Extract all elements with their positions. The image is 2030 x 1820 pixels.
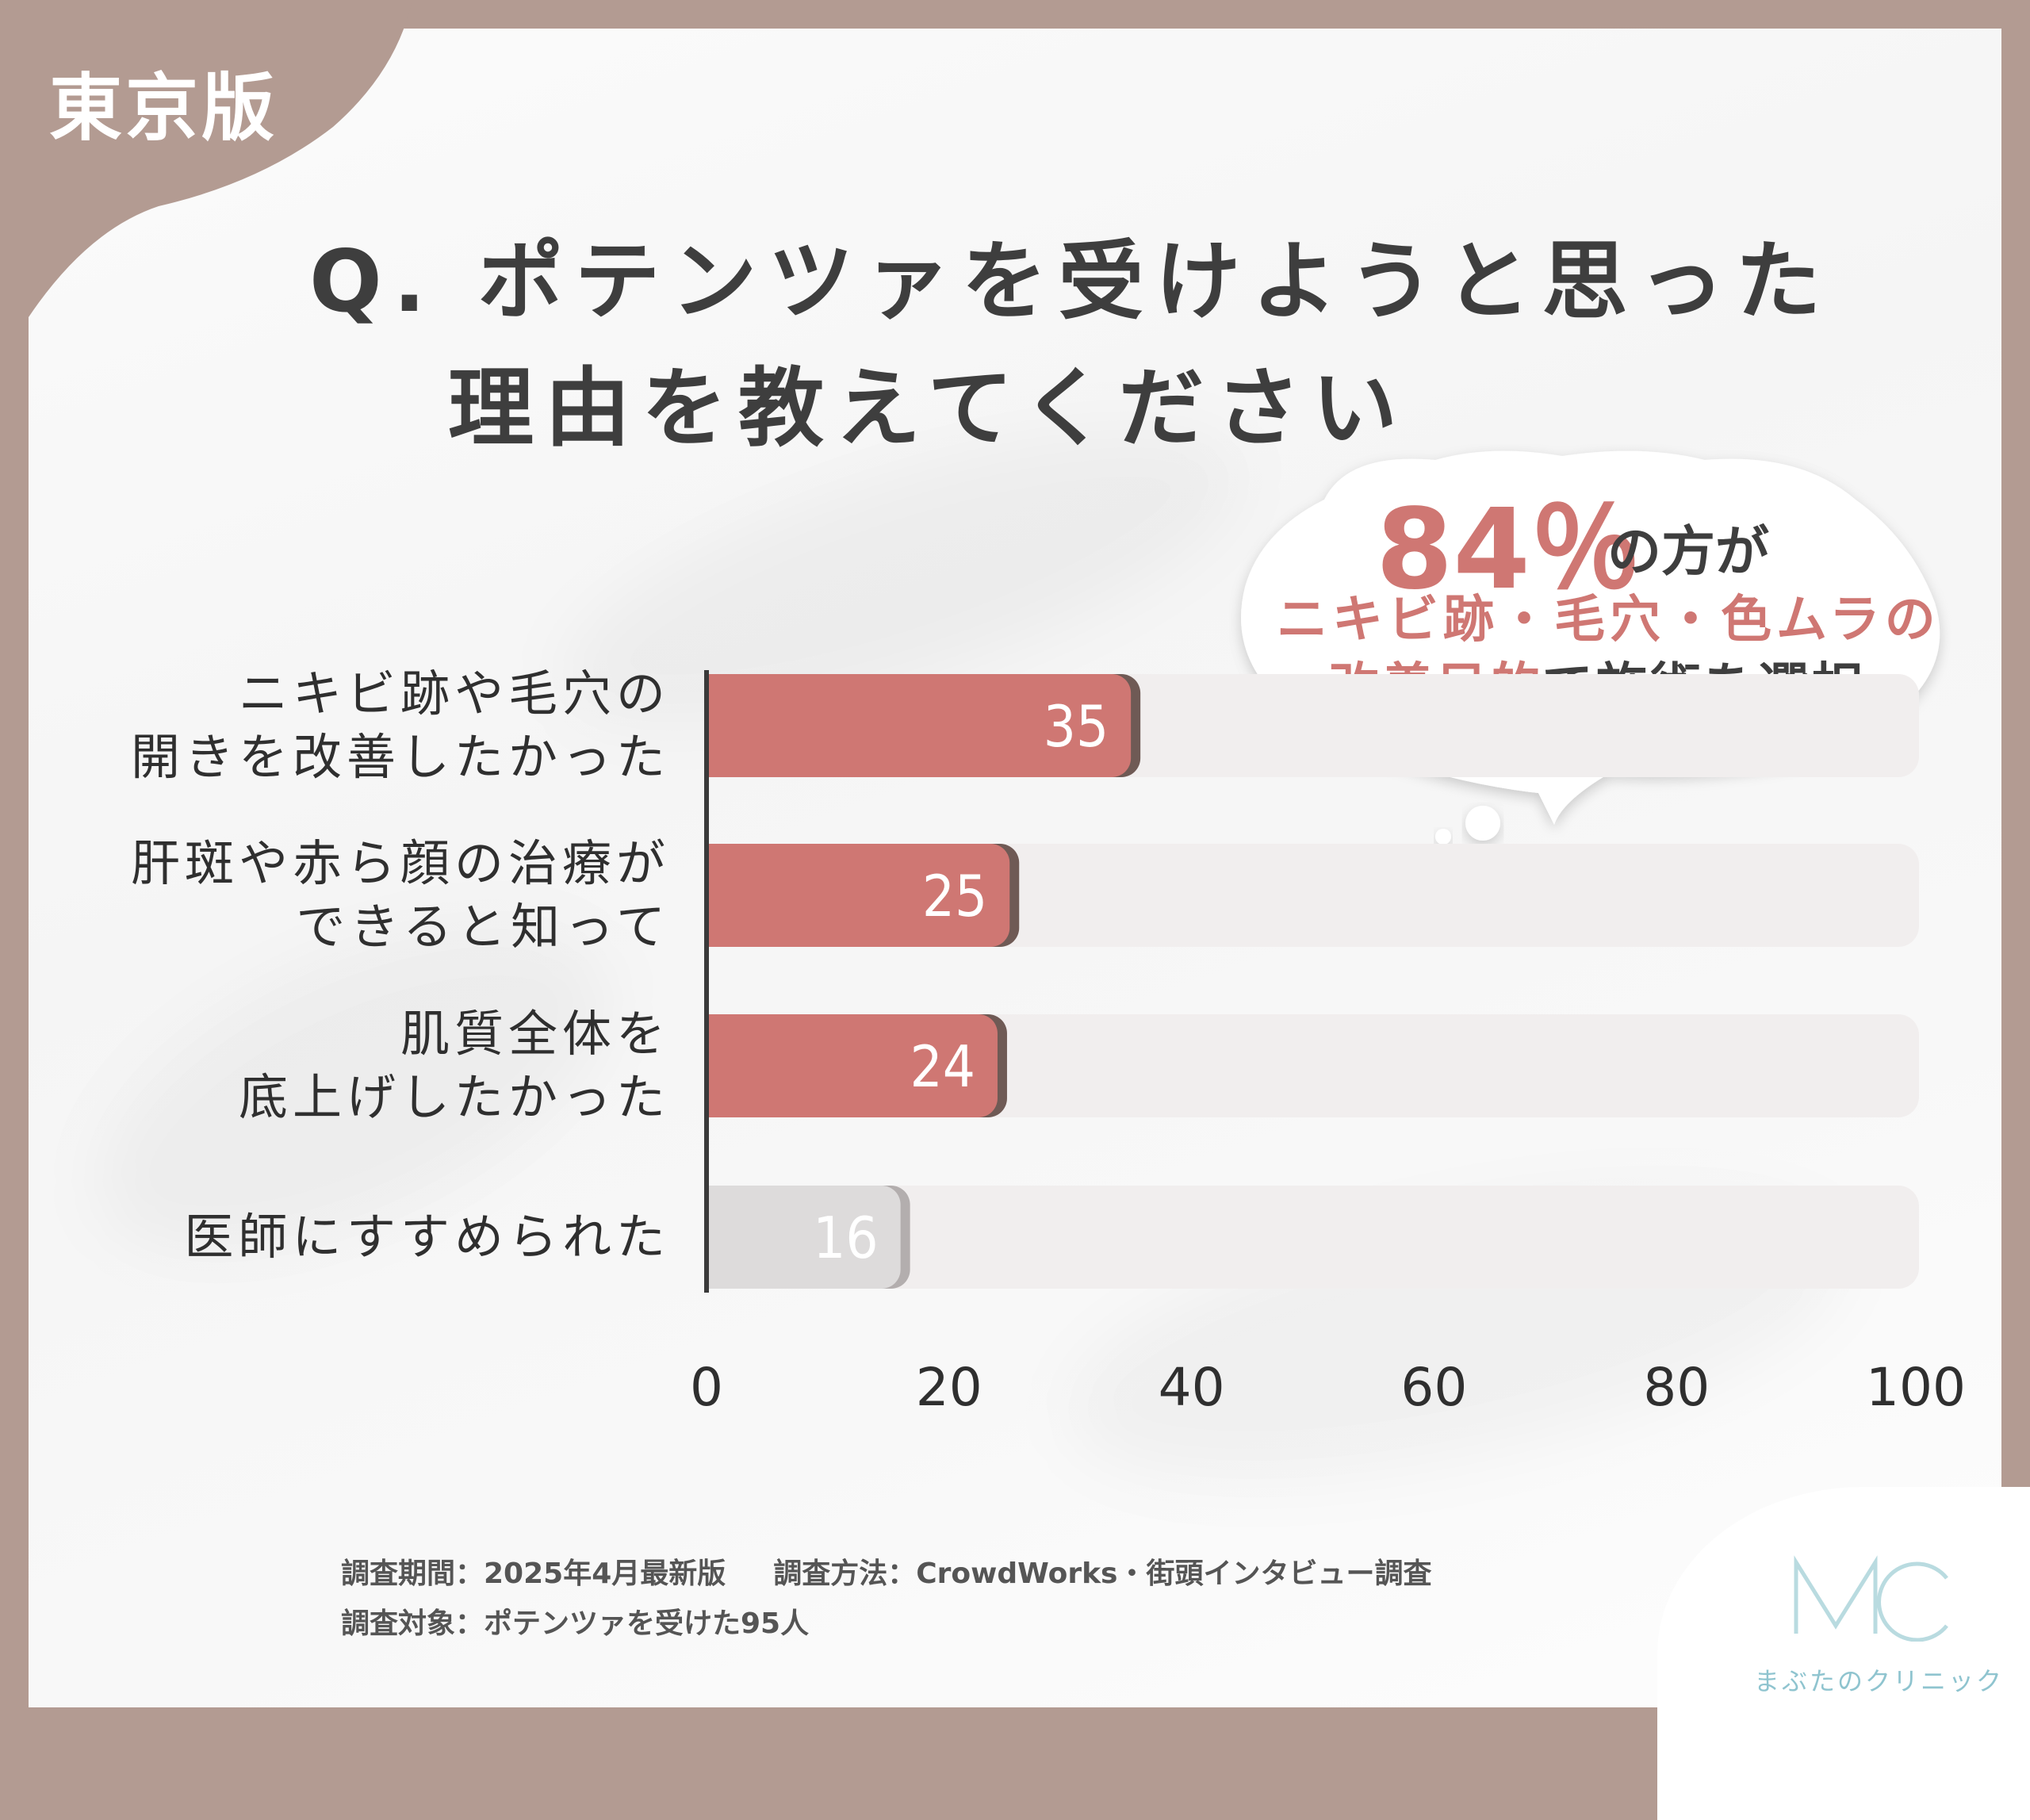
callout-percent-suffix: の方が xyxy=(1607,521,1770,584)
callout-percent: 84％ xyxy=(1376,485,1641,615)
survey-method: 調査方法：CrowdWorks・街頭インタビュー調査 xyxy=(773,1558,1432,1590)
survey-info-line1: 調査期間：2025年4月最新版 調査方法：CrowdWorks・街頭インタビュー調… xyxy=(341,1550,1431,1592)
page-title-line1: Q. ポテンツァを受けようと思った xyxy=(309,232,1833,331)
background-shadow xyxy=(1044,1138,1869,1535)
clinic-logo-mark: MC xyxy=(1788,1546,1948,1642)
category-label-line: 肌質全体を xyxy=(400,1005,670,1063)
callout-line3: で施術を選択 xyxy=(1542,658,1866,717)
category-label-line: 医師にすすめられた xyxy=(184,1208,670,1266)
category-label: 医師にすすめられた xyxy=(184,1205,670,1269)
category-label-line: ニキビ跡や毛穴の xyxy=(238,665,670,722)
category-label-line: 底上げしたかった xyxy=(238,1068,670,1126)
corner-label-background xyxy=(0,0,412,317)
category-label: 肌質全体を 底上げしたかった xyxy=(239,1002,670,1129)
category-label-line: 肝斑や赤ら顔の治療が xyxy=(130,834,670,892)
clinic-name: まぶたのクリニック xyxy=(1754,1666,2005,1696)
callout-highlight: 改善目的 xyxy=(1328,658,1544,717)
region-label: 東京版 xyxy=(49,66,278,151)
callout-line2: ニキビ跡・毛穴・色ムラの xyxy=(1277,591,1940,649)
survey-period: 調査期間：2025年4月最新版 xyxy=(341,1558,726,1590)
logo-mark-text: MC xyxy=(1788,1546,1790,1547)
category-label-line: できると知って xyxy=(296,898,670,956)
category-label: 肝斑や赤ら顔の治療ができると知って xyxy=(131,832,670,959)
category-label-line: 開きを改善したかった xyxy=(130,728,670,786)
page-title-line2: 理由を教えてください xyxy=(448,359,1409,458)
survey-target: 調査対象：ポテンツァを受けた95人 xyxy=(341,1607,810,1640)
category-label: ニキビ跡や毛穴の開きを改善したかった xyxy=(131,662,670,789)
